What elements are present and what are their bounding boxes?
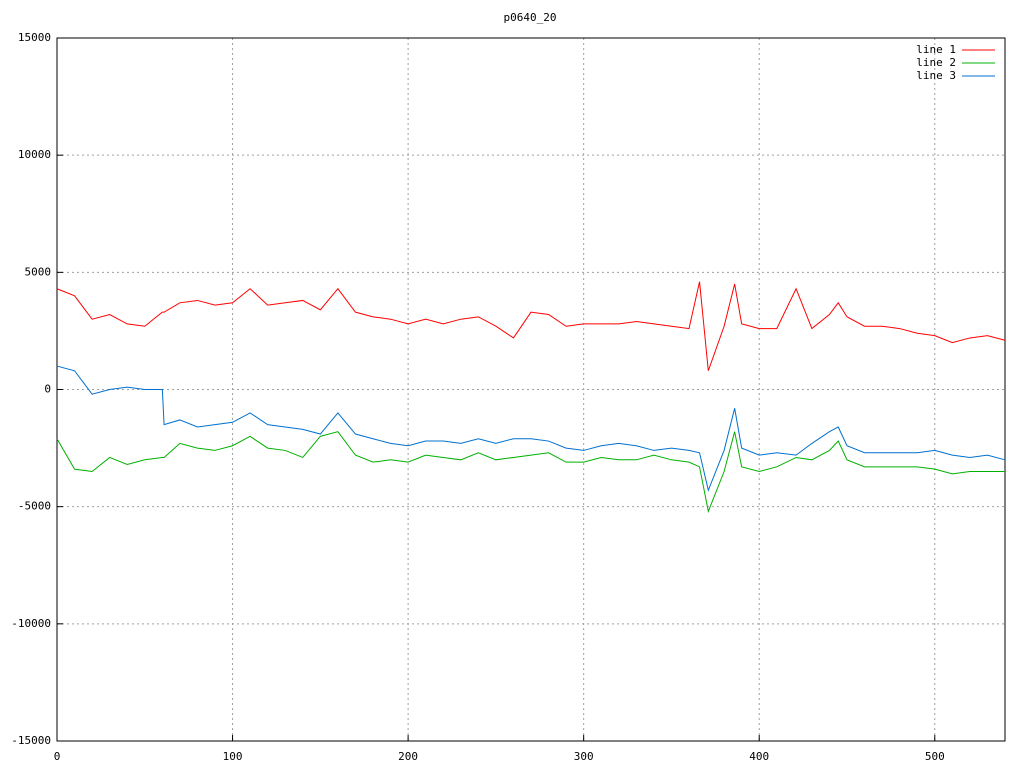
y-tick-label: 10000 bbox=[18, 148, 51, 161]
data-line bbox=[56, 281, 1006, 371]
x-tick-label: 500 bbox=[925, 750, 945, 763]
x-tick-label: 300 bbox=[574, 750, 594, 763]
y-tick-label: -10000 bbox=[11, 617, 51, 630]
y-tick-label: 5000 bbox=[25, 265, 52, 278]
y-tick-label: -15000 bbox=[11, 734, 51, 747]
x-tick-label: 100 bbox=[223, 750, 243, 763]
y-tick-label: 0 bbox=[44, 383, 51, 396]
y-tick-label: 15000 bbox=[18, 31, 51, 44]
chart-title: p0640_20 bbox=[504, 11, 557, 24]
x-tick-label: 200 bbox=[398, 750, 418, 763]
data-line bbox=[56, 431, 1005, 514]
plot-frame bbox=[56, 37, 1006, 742]
data-line bbox=[56, 365, 1006, 492]
legend-label: line 3 bbox=[916, 69, 956, 82]
x-tick-label: 400 bbox=[749, 750, 769, 763]
legend-label: line 1 bbox=[916, 43, 956, 56]
y-tick-label: -5000 bbox=[18, 500, 51, 513]
legend-label: line 2 bbox=[916, 56, 956, 69]
x-tick-label: 0 bbox=[54, 750, 61, 763]
